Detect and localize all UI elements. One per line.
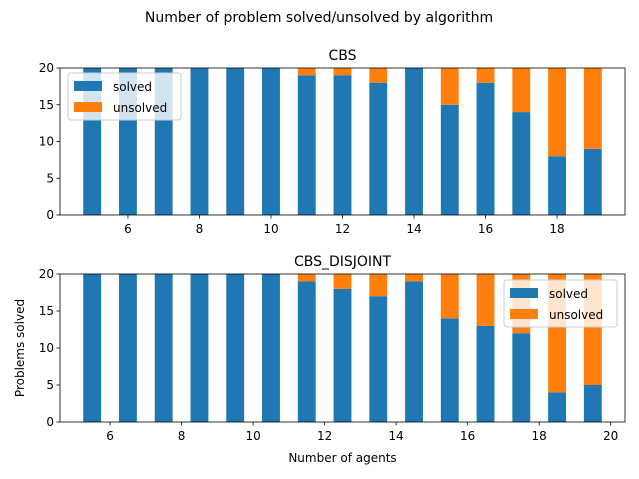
- bar-solved: [583, 385, 602, 422]
- y-tick-label: 5: [46, 171, 54, 185]
- bar-solved: [548, 392, 566, 422]
- bar-solved: [226, 68, 245, 215]
- legend-swatch-unsolved: [510, 309, 538, 319]
- bars-group: [83, 274, 602, 422]
- x-tick-label: 8: [178, 429, 186, 443]
- bar-solved: [369, 296, 388, 422]
- legend-swatch-solved: [510, 288, 538, 298]
- bar-unsolved: [548, 68, 566, 157]
- chart-title: CBS: [328, 48, 356, 64]
- x-tick-label: 12: [335, 222, 350, 236]
- y-tick-label: 15: [39, 98, 54, 112]
- bar-unsolved: [512, 68, 531, 113]
- bar-unsolved: [333, 68, 352, 76]
- legend: solved unsolved: [503, 279, 618, 328]
- bar-solved: [226, 274, 245, 422]
- bar-unsolved: [369, 68, 388, 83]
- bar-solved: [262, 68, 280, 215]
- bar-solved: [297, 281, 316, 422]
- bar-solved: [512, 333, 531, 422]
- bar-solved: [333, 288, 352, 422]
- legend-label-solved: solved: [113, 80, 152, 94]
- bar-unsolved: [440, 274, 459, 319]
- x-tick-label: 16: [478, 222, 493, 236]
- bar-solved: [476, 325, 495, 422]
- bar-solved: [369, 82, 388, 215]
- x-tick-label: 14: [406, 222, 421, 236]
- y-tick-label: 10: [39, 341, 54, 355]
- legend-swatch-unsolved: [74, 102, 102, 112]
- bar-unsolved: [369, 274, 388, 297]
- bar-unsolved: [476, 274, 495, 326]
- bar-solved: [476, 82, 495, 215]
- figure-title: Number of problem solved/unsolved by alg…: [145, 10, 493, 26]
- bar-unsolved: [333, 274, 352, 289]
- bar-solved: [83, 274, 102, 422]
- y-tick-label: 0: [46, 208, 54, 222]
- x-tick-label: 20: [603, 429, 618, 443]
- bar-solved: [440, 318, 459, 422]
- x-tick-label: 14: [388, 429, 403, 443]
- legend-label-unsolved: unsolved: [113, 101, 167, 115]
- chart-title: CBS_DISJOINT: [294, 254, 392, 270]
- x-axis-label: Number of agents: [288, 451, 396, 465]
- legend: solved unsolved: [67, 72, 182, 121]
- bar-unsolved: [583, 68, 602, 149]
- bar-solved: [405, 68, 423, 215]
- y-tick-label: 0: [46, 415, 54, 429]
- bar-solved: [440, 104, 459, 215]
- bar-solved: [190, 274, 209, 422]
- legend-label-solved: solved: [549, 287, 588, 301]
- chart-cbs-disjoint: 6 8 10 12 14 16 18 20 0 5 10 15 20 CBS_DISJOINT Number…: [13, 254, 626, 465]
- bar-unsolved: [440, 68, 459, 105]
- bar-unsolved: [297, 68, 316, 76]
- x-tick-label: 18: [532, 429, 547, 443]
- y-tick-label: 10: [39, 135, 54, 149]
- bar-unsolved: [405, 274, 423, 282]
- x-tick-label: 6: [124, 222, 132, 236]
- y-tick-label: 5: [46, 378, 54, 392]
- legend-swatch-solved: [74, 81, 102, 91]
- bar-solved: [405, 281, 423, 422]
- bar-unsolved: [476, 68, 495, 83]
- x-tick-label: 10: [245, 429, 260, 443]
- x-tick-label: 8: [196, 222, 204, 236]
- x-tick-label: 10: [263, 222, 278, 236]
- bar-solved: [190, 68, 209, 215]
- x-tick-label: 6: [106, 429, 114, 443]
- chart-cbs: 6 8 10 12 14 16 18 0 5 10 15 20 CBS solved unsolved: [39, 48, 626, 236]
- bar-solved: [548, 156, 566, 215]
- bar-solved: [512, 112, 531, 215]
- legend-label-unsolved: unsolved: [549, 308, 603, 322]
- bar-solved: [154, 274, 173, 422]
- bar-solved: [119, 274, 137, 422]
- y-tick-label: 20: [39, 61, 54, 75]
- bar-unsolved: [297, 274, 316, 282]
- bar-solved: [333, 75, 352, 215]
- bar-solved: [583, 148, 602, 215]
- x-tick-label: 12: [317, 429, 332, 443]
- x-tick-label: 16: [460, 429, 475, 443]
- bar-solved: [262, 274, 280, 422]
- y-tick-label: 20: [39, 267, 54, 281]
- bar-solved: [297, 75, 316, 215]
- x-tick-label: 18: [549, 222, 564, 236]
- y-tick-label: 15: [39, 304, 54, 318]
- y-axis-label: Problems solved: [13, 299, 27, 397]
